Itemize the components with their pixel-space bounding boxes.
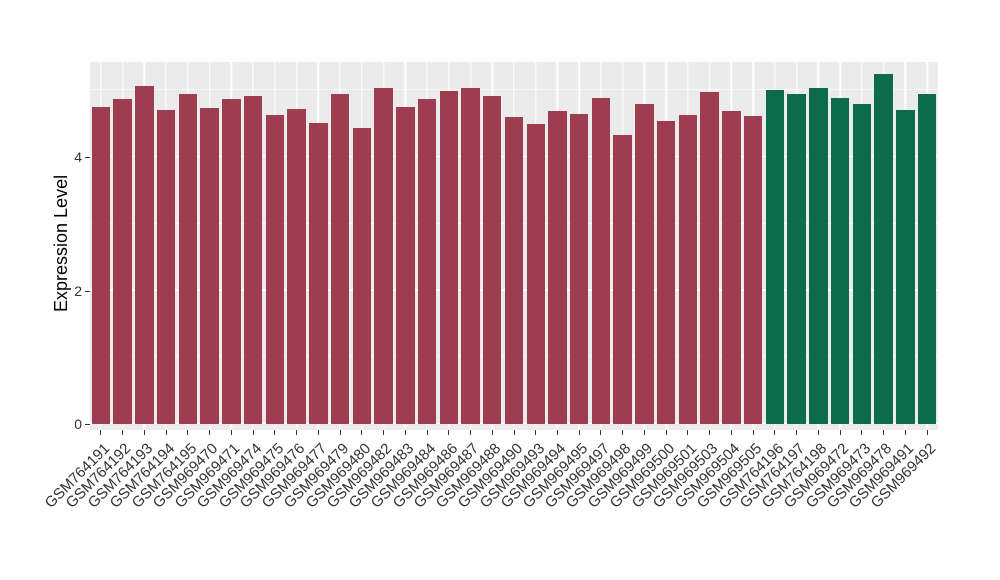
x-tick-mark bbox=[904, 430, 906, 435]
x-tick-mark bbox=[187, 430, 189, 435]
x-tick-mark bbox=[317, 430, 319, 435]
x-tick-mark bbox=[556, 430, 558, 435]
y-tick-mark bbox=[85, 157, 90, 158]
bar bbox=[526, 124, 545, 424]
x-tick-mark bbox=[926, 430, 928, 435]
bar bbox=[874, 74, 893, 424]
bar bbox=[461, 88, 480, 424]
x-tick-mark bbox=[404, 430, 406, 435]
x-tick-mark bbox=[883, 430, 885, 435]
y-tick-label: 2 bbox=[74, 282, 82, 299]
x-tick-mark bbox=[252, 430, 254, 435]
x-tick-mark bbox=[774, 430, 776, 435]
bar bbox=[896, 110, 915, 424]
x-tick-mark bbox=[426, 430, 428, 435]
bar bbox=[243, 95, 263, 424]
y-axis-title: Expression Level bbox=[51, 174, 71, 312]
bar bbox=[417, 98, 437, 424]
x-tick-mark bbox=[122, 430, 124, 435]
x-tick-mark bbox=[665, 430, 667, 435]
bar bbox=[352, 128, 372, 424]
bar bbox=[852, 103, 872, 424]
bar bbox=[787, 93, 806, 424]
x-tick-mark bbox=[361, 430, 363, 435]
bar bbox=[722, 110, 741, 424]
bar bbox=[178, 94, 198, 424]
bar bbox=[309, 122, 328, 424]
x-tick-mark bbox=[687, 430, 689, 435]
bar bbox=[483, 95, 502, 424]
bar bbox=[222, 98, 241, 424]
y-tick-label: 0 bbox=[74, 416, 82, 432]
bar bbox=[265, 114, 285, 424]
bar bbox=[591, 98, 611, 424]
x-tick-mark bbox=[339, 430, 341, 435]
x-tick-mark bbox=[643, 430, 645, 435]
x-tick-mark bbox=[535, 430, 537, 435]
bar bbox=[830, 98, 850, 424]
x-tick-mark bbox=[470, 430, 471, 435]
bar bbox=[613, 134, 632, 424]
x-tick-mark bbox=[578, 430, 580, 435]
y-tick-label: 4 bbox=[74, 149, 82, 165]
x-tick-mark bbox=[274, 430, 276, 435]
x-tick-mark bbox=[817, 430, 819, 435]
y-tick-mark bbox=[85, 290, 90, 292]
bar bbox=[743, 116, 763, 424]
bar bbox=[809, 87, 828, 424]
x-tick-mark bbox=[709, 430, 711, 435]
bar bbox=[156, 110, 176, 424]
bar bbox=[135, 86, 154, 424]
x-tick-mark bbox=[100, 430, 102, 435]
x-tick-mark bbox=[752, 430, 754, 435]
x-tick-mark bbox=[796, 430, 798, 435]
x-tick-mark bbox=[209, 430, 211, 435]
bar bbox=[917, 94, 937, 424]
x-tick-mark bbox=[491, 430, 493, 435]
x-tick-mark bbox=[143, 430, 145, 435]
bar bbox=[396, 106, 415, 424]
bar bbox=[287, 108, 306, 424]
x-tick-mark bbox=[622, 430, 624, 435]
x-tick-mark bbox=[165, 430, 167, 435]
bar bbox=[91, 106, 111, 424]
bar bbox=[635, 104, 654, 424]
x-tick-mark bbox=[296, 430, 298, 435]
bar bbox=[330, 93, 350, 424]
x-tick-mark bbox=[730, 430, 732, 435]
bar bbox=[569, 114, 589, 424]
x-tick-mark bbox=[513, 430, 515, 435]
y-tick-mark bbox=[85, 424, 90, 425]
bar bbox=[439, 90, 458, 424]
x-tick-mark bbox=[230, 430, 232, 435]
bar bbox=[504, 116, 524, 424]
bar bbox=[678, 114, 698, 424]
bar bbox=[374, 88, 393, 424]
bar bbox=[113, 98, 132, 424]
bar bbox=[656, 120, 676, 424]
plot-panel bbox=[90, 62, 938, 430]
x-tick-mark bbox=[861, 430, 863, 435]
x-tick-mark bbox=[448, 430, 450, 435]
bar bbox=[548, 110, 567, 424]
x-tick-mark bbox=[600, 430, 602, 435]
x-tick-mark bbox=[383, 430, 385, 435]
bar bbox=[700, 92, 719, 424]
bar bbox=[200, 108, 219, 424]
bar bbox=[765, 89, 785, 424]
x-tick-mark bbox=[839, 430, 841, 435]
